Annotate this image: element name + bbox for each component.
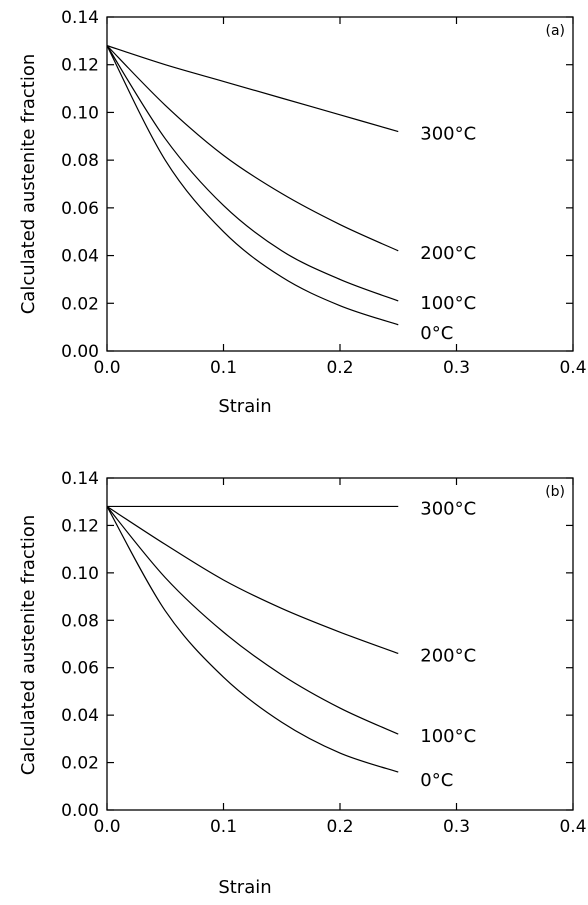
y-tick-label: 0.08 [61, 151, 99, 171]
y-tick-label: 0.08 [61, 611, 99, 631]
y-tick-label: 0.06 [61, 199, 99, 219]
series-line [106, 45, 399, 326]
x-tick-label: 0.0 [93, 817, 120, 837]
x-axis-title: Strain [218, 877, 271, 898]
plot-frame [106, 16, 574, 352]
y-axis-title: Calculated austenite fraction [18, 515, 39, 776]
chart-panel-a: 0.0 0.1 0.2 0.3 0.4 0.00 0.02 0.04 0.06 0.08 0.10 0… [18, 8, 587, 417]
panel-label: (a) [545, 23, 565, 39]
y-tick-label: 0.04 [61, 706, 99, 726]
y-tick-label: 0.14 [61, 469, 99, 489]
series-label: 100°C [420, 293, 476, 314]
plot-frame [106, 477, 574, 811]
y-tick-label: 0.00 [61, 801, 99, 821]
series-line [106, 45, 399, 252]
y-tick-label: 0.12 [61, 516, 99, 536]
y-tick-label: 0.00 [61, 342, 99, 362]
y-tick-label: 0.04 [61, 247, 99, 267]
series-label: 0°C [420, 770, 453, 791]
x-tick-label: 0.3 [443, 817, 470, 837]
series-label: 200°C [420, 645, 476, 666]
y-tick-label: 0.12 [61, 56, 99, 76]
series-label: 200°C [420, 243, 476, 264]
y-tick-label: 0.10 [61, 103, 99, 123]
x-tick-label: 0.1 [210, 817, 237, 837]
series-label: 300°C [420, 498, 476, 519]
series-line [106, 505, 399, 655]
panel-label: (b) [545, 484, 565, 500]
series-label: 0°C [420, 323, 453, 344]
x-tick-label: 0.1 [210, 358, 237, 378]
series-label: 100°C [420, 726, 476, 747]
x-tick-label: 0.0 [93, 358, 120, 378]
x-axis-title: Strain [218, 396, 271, 417]
y-axis-title: Calculated austenite fraction [18, 54, 39, 315]
x-tick-label: 0.2 [326, 358, 353, 378]
y-tick-label: 0.02 [61, 754, 99, 774]
y-tick-label: 0.02 [61, 294, 99, 314]
y-tick-label: 0.10 [61, 564, 99, 584]
x-tick-label: 0.2 [326, 817, 353, 837]
y-tick-label: 0.06 [61, 659, 99, 679]
series-line [106, 506, 399, 773]
x-tick-label: 0.4 [559, 358, 586, 378]
series-line [106, 506, 399, 735]
x-tick-label: 0.3 [443, 358, 470, 378]
chart-panel-b: 0.0 0.1 0.2 0.3 0.4 0.00 0.02 0.04 0.06 0.08 0.10 0… [18, 469, 587, 898]
x-tick-label: 0.4 [559, 817, 586, 837]
series-label: 300°C [420, 124, 476, 145]
y-tick-label: 0.14 [61, 8, 99, 28]
series-line [106, 45, 399, 302]
series-line [106, 45, 399, 133]
